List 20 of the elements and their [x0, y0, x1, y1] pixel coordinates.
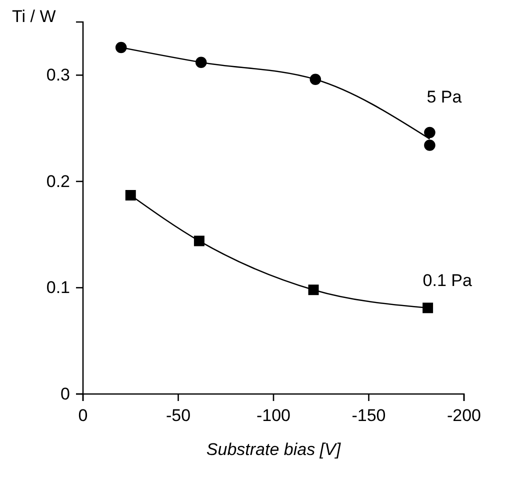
series-label: 5 Pa — [426, 88, 462, 107]
y-tick-label: 0.1 — [46, 278, 70, 298]
point — [422, 302, 434, 314]
y-tick-label: 0.2 — [46, 172, 70, 191]
point — [424, 126, 436, 138]
x-tick-label: 0 — [78, 406, 88, 426]
point — [424, 140, 436, 151]
x-tick-label: -50 — [166, 406, 191, 426]
y-tick-label: 0 — [60, 384, 70, 404]
series-label: 0.1 Pa — [422, 270, 472, 290]
x-tick-label: -200 — [446, 406, 482, 426]
x-tick-label: -100 — [256, 406, 291, 426]
y-tick-label: 0.3 — [46, 66, 70, 85]
x-tick-label: -150 — [352, 406, 386, 426]
point — [194, 236, 204, 246]
point — [308, 284, 319, 296]
point — [115, 42, 127, 54]
point — [125, 190, 136, 200]
y-axis-title: Ti / W — [12, 7, 56, 26]
x-axis-title: Substrate bias [V] — [206, 440, 342, 459]
